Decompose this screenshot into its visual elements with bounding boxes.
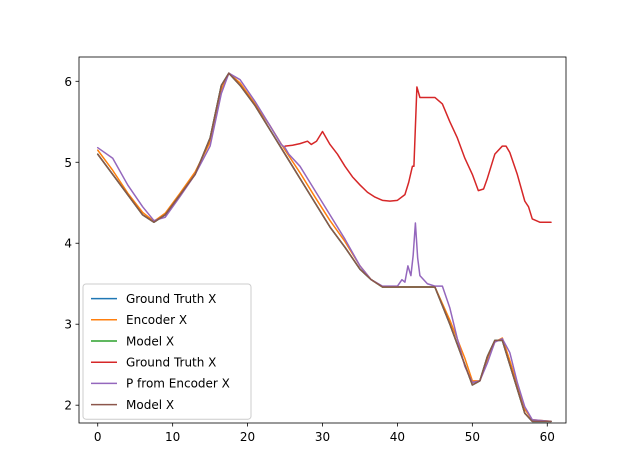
series-layer [96, 72, 552, 423]
x-tick-label-2: 20 [240, 430, 255, 444]
series-line-5 [96, 72, 552, 423]
y-tick-label-4: 6 [64, 75, 72, 89]
legend-label-5: Model X [126, 398, 174, 412]
legend-label-1: Encoder X [126, 313, 187, 327]
y-tick-label-0: 2 [64, 399, 72, 413]
legend-label-3: Ground Truth X [126, 356, 216, 370]
y-axis-ticks: 2 3 4 5 6 [64, 75, 79, 413]
series-line-3 [284, 86, 552, 223]
y-tick-label-2: 4 [64, 237, 72, 251]
x-tick-label-3: 30 [315, 430, 330, 444]
y-tick-label-1: 3 [64, 318, 72, 332]
x-tick-label-1: 10 [165, 430, 180, 444]
legend-label-2: Model X [126, 334, 174, 348]
y-tick-label-3: 5 [64, 156, 72, 170]
x-tick-label-6: 60 [540, 430, 555, 444]
legend-box [82, 283, 252, 420]
x-tick-label-0: 0 [94, 430, 102, 444]
legend: Ground Truth X Encoder X Model X Ground Tru… [82, 283, 252, 420]
legend-label-4: P from Encoder X [126, 377, 230, 391]
x-tick-label-4: 40 [390, 430, 405, 444]
x-tick-label-5: 50 [465, 430, 480, 444]
legend-label-0: Ground Truth X [126, 292, 216, 306]
x-axis-ticks: 0 10 20 30 40 50 60 [94, 423, 555, 444]
